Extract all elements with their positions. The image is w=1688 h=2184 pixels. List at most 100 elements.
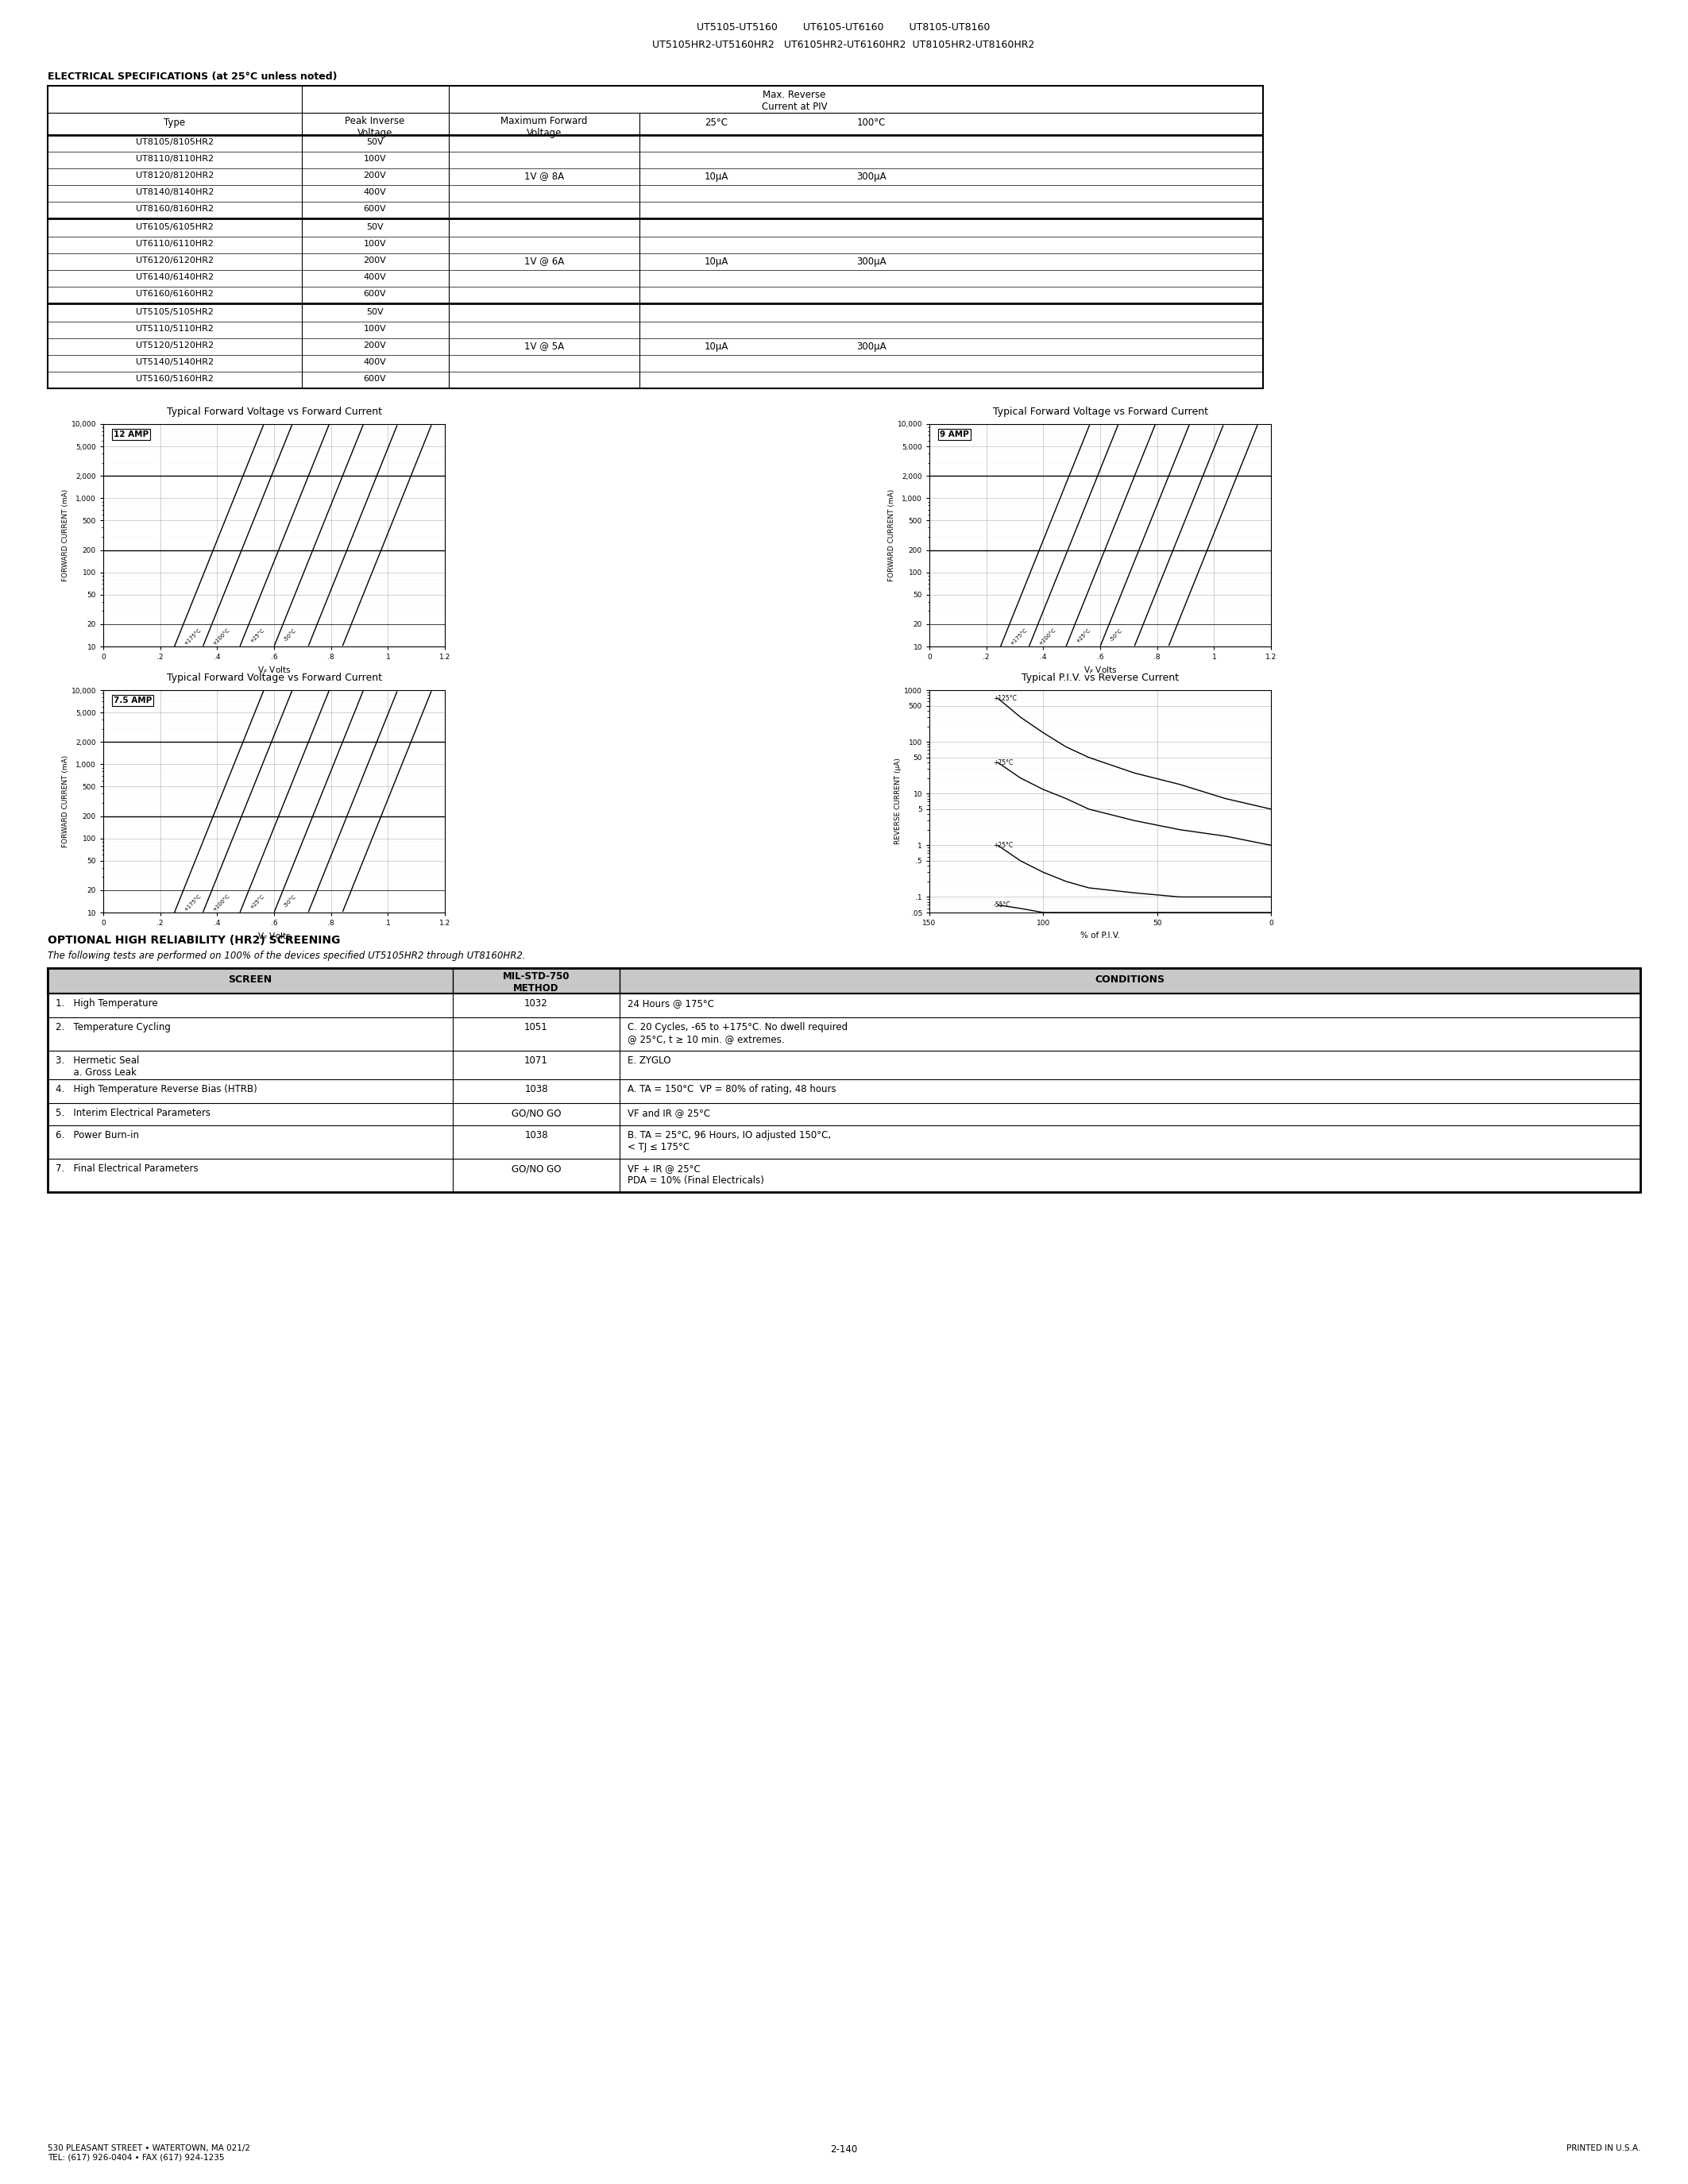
Text: 4.   High Temperature Reverse Bias (HTRB): 4. High Temperature Reverse Bias (HTRB) (56, 1083, 257, 1094)
Text: UT5140/5140HR2: UT5140/5140HR2 (135, 358, 214, 367)
Text: Typical Forward Voltage vs Forward Current: Typical Forward Voltage vs Forward Curre… (167, 406, 381, 417)
Y-axis label: FORWARD CURRENT (mA): FORWARD CURRENT (mA) (888, 489, 895, 581)
Text: Max. Reverse
Current at PIV: Max. Reverse Current at PIV (761, 90, 827, 111)
Text: UT6110/6110HR2: UT6110/6110HR2 (135, 240, 214, 247)
Text: 400V: 400V (363, 188, 387, 197)
Text: B. TA = 25°C, 96 Hours, IO adjusted 150°C,
< TJ ≤ 175°C: B. TA = 25°C, 96 Hours, IO adjusted 150°… (628, 1129, 830, 1153)
Text: +25°C: +25°C (248, 893, 265, 911)
Text: +100°C: +100°C (213, 893, 231, 913)
Text: UT6120/6120HR2: UT6120/6120HR2 (135, 256, 214, 264)
Text: 1038: 1038 (525, 1129, 549, 1140)
Text: UT6105/6105HR2: UT6105/6105HR2 (135, 223, 214, 232)
Text: C. 20 Cycles, -65 to +175°C. No dwell required
@ 25°C, t ≥ 10 min. @ extremes.: C. 20 Cycles, -65 to +175°C. No dwell re… (628, 1022, 847, 1044)
Text: 50V: 50V (366, 308, 383, 317)
Text: +175°C: +175°C (184, 627, 203, 646)
Text: OPTIONAL HIGH RELIABILITY (HR2) SCREENING: OPTIONAL HIGH RELIABILITY (HR2) SCREENIN… (47, 935, 341, 946)
Text: 400V: 400V (363, 273, 387, 282)
Y-axis label: FORWARD CURRENT (mA): FORWARD CURRENT (mA) (62, 489, 69, 581)
Text: 1032: 1032 (525, 998, 549, 1009)
Text: UT8120/8120HR2: UT8120/8120HR2 (135, 173, 214, 179)
Text: 7.   Final Electrical Parameters: 7. Final Electrical Parameters (56, 1164, 197, 1173)
Text: GO/NO GO: GO/NO GO (511, 1164, 560, 1173)
Text: 300μA: 300μA (856, 256, 886, 266)
Text: 200V: 200V (363, 173, 387, 179)
Text: 600V: 600V (363, 290, 387, 297)
Text: 50V: 50V (366, 138, 383, 146)
Bar (47, 968, 1641, 1192)
Text: UT8140/8140HR2: UT8140/8140HR2 (135, 188, 214, 197)
Text: 200V: 200V (363, 256, 387, 264)
Text: UT5120/5120HR2: UT5120/5120HR2 (135, 341, 214, 349)
Text: Typical Forward Voltage vs Forward Current: Typical Forward Voltage vs Forward Curre… (993, 406, 1209, 417)
Text: +175°C: +175°C (184, 893, 203, 913)
Text: 400V: 400V (363, 358, 387, 367)
Text: 24 Hours @ 175°C: 24 Hours @ 175°C (628, 998, 714, 1009)
Text: 300μA: 300μA (856, 170, 886, 181)
Text: 530 PLEASANT STREET • WATERTOWN, MA 021/2
TEL: (617) 926-0404 • FAX (617) 924-12: 530 PLEASANT STREET • WATERTOWN, MA 021/… (47, 2145, 250, 2162)
Text: +175°C: +175°C (1009, 627, 1028, 646)
Text: PRINTED IN U.S.A.: PRINTED IN U.S.A. (1566, 2145, 1641, 2151)
Text: The following tests are performed on 100% of the devices specified UT5105HR2 thr: The following tests are performed on 100… (47, 950, 525, 961)
Text: ELECTRICAL SPECIFICATIONS (at 25°C unless noted): ELECTRICAL SPECIFICATIONS (at 25°C unles… (47, 72, 338, 81)
Text: UT5105-UT5160        UT6105-UT6160        UT8105-UT8160: UT5105-UT5160 UT6105-UT6160 UT8105-UT816… (697, 22, 991, 33)
Text: 2.   Temperature Cycling: 2. Temperature Cycling (56, 1022, 170, 1033)
Text: CONDITIONS: CONDITIONS (1094, 974, 1165, 985)
Text: 300μA: 300μA (856, 341, 886, 352)
Text: VF + IR @ 25°C
PDA = 10% (Final Electricals): VF + IR @ 25°C PDA = 10% (Final Electric… (628, 1164, 765, 1186)
Text: 7.5 AMP: 7.5 AMP (113, 697, 152, 705)
Text: 2-140: 2-140 (830, 2145, 858, 2156)
Text: -50°C: -50°C (284, 627, 297, 642)
Text: 12 AMP: 12 AMP (113, 430, 149, 439)
X-axis label: V$_F$ Volts: V$_F$ Volts (257, 666, 290, 677)
Text: -55°C: -55°C (993, 902, 1011, 909)
Text: UT6160/6160HR2: UT6160/6160HR2 (135, 290, 214, 297)
Text: 1071: 1071 (525, 1055, 549, 1066)
X-axis label: V$_F$ Volts: V$_F$ Volts (257, 930, 290, 941)
X-axis label: % of P.I.V.: % of P.I.V. (1080, 930, 1121, 939)
Text: 100V: 100V (363, 155, 387, 164)
Text: +25°C: +25°C (1075, 627, 1090, 644)
Text: +25°C: +25°C (248, 627, 265, 644)
Text: UT8105/8105HR2: UT8105/8105HR2 (135, 138, 214, 146)
Text: 1.   High Temperature: 1. High Temperature (56, 998, 157, 1009)
Text: E. ZYGLO: E. ZYGLO (628, 1055, 670, 1066)
Text: 100V: 100V (363, 240, 387, 247)
Text: 100V: 100V (363, 325, 387, 332)
Text: 1V @ 5A: 1V @ 5A (525, 341, 564, 352)
Text: UT8110/8110HR2: UT8110/8110HR2 (135, 155, 214, 164)
Text: -50°C: -50°C (1109, 627, 1124, 642)
Text: Typical Forward Voltage vs Forward Current: Typical Forward Voltage vs Forward Curre… (167, 673, 381, 684)
Text: 3.   Hermetic Seal
      a. Gross Leak: 3. Hermetic Seal a. Gross Leak (56, 1055, 140, 1077)
Text: 25°C: 25°C (706, 118, 728, 129)
Text: SCREEN: SCREEN (228, 974, 272, 985)
Text: -50°C: -50°C (284, 893, 297, 909)
Text: 100°C: 100°C (858, 118, 886, 129)
Text: A. TA = 150°C  VP = 80% of rating, 48 hours: A. TA = 150°C VP = 80% of rating, 48 hou… (628, 1083, 836, 1094)
Text: UT5160/5160HR2: UT5160/5160HR2 (135, 376, 214, 382)
Text: Maximum Forward
Voltage: Maximum Forward Voltage (501, 116, 587, 138)
Text: 10μA: 10μA (704, 341, 729, 352)
Bar (47, 968, 1641, 994)
Text: Peak Inverse
Voltage: Peak Inverse Voltage (344, 116, 405, 138)
Text: +100°C: +100°C (1038, 627, 1057, 646)
Text: 1V @ 8A: 1V @ 8A (525, 170, 564, 181)
Text: UT5105/5105HR2: UT5105/5105HR2 (135, 308, 214, 317)
Text: 5.   Interim Electrical Parameters: 5. Interim Electrical Parameters (56, 1107, 211, 1118)
Text: +75°C: +75°C (993, 758, 1013, 767)
Text: 1051: 1051 (525, 1022, 549, 1033)
Text: MIL-STD-750
METHOD: MIL-STD-750 METHOD (503, 972, 571, 994)
Text: VF and IR @ 25°C: VF and IR @ 25°C (628, 1107, 711, 1118)
Text: GO/NO GO: GO/NO GO (511, 1107, 560, 1118)
Text: 200V: 200V (363, 341, 387, 349)
Text: UT8160/8160HR2: UT8160/8160HR2 (135, 205, 214, 212)
Text: 10μA: 10μA (704, 170, 729, 181)
Text: 50V: 50V (366, 223, 383, 232)
Text: UT5105HR2-UT5160HR2   UT6105HR2-UT6160HR2  UT8105HR2-UT8160HR2: UT5105HR2-UT5160HR2 UT6105HR2-UT6160HR2 … (652, 39, 1035, 50)
Text: +100°C: +100°C (213, 627, 231, 646)
X-axis label: V$_F$ Volts: V$_F$ Volts (1084, 666, 1117, 677)
Text: +25°C: +25°C (993, 841, 1013, 850)
Text: Typical P.I.V. vs Reverse Current: Typical P.I.V. vs Reverse Current (1021, 673, 1178, 684)
Text: UT6140/6140HR2: UT6140/6140HR2 (135, 273, 214, 282)
Text: +125°C: +125°C (993, 695, 1016, 701)
Y-axis label: REVERSE CURRENT (μA): REVERSE CURRENT (μA) (895, 758, 901, 845)
